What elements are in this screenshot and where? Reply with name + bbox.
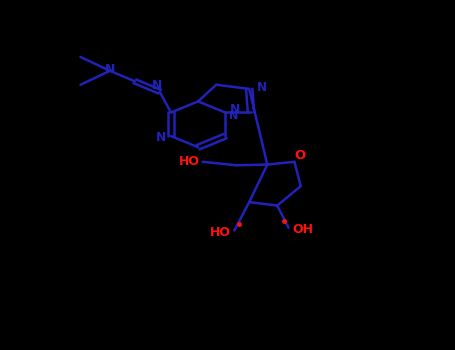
- Text: N: N: [230, 103, 240, 116]
- Text: O: O: [294, 149, 305, 162]
- Text: N: N: [105, 63, 115, 76]
- Text: HO: HO: [210, 226, 231, 239]
- Text: OH: OH: [292, 223, 313, 236]
- Text: HO: HO: [179, 155, 200, 168]
- Text: N: N: [152, 79, 162, 92]
- Text: N: N: [229, 111, 238, 121]
- Text: N: N: [257, 80, 267, 94]
- Text: N: N: [156, 131, 166, 144]
